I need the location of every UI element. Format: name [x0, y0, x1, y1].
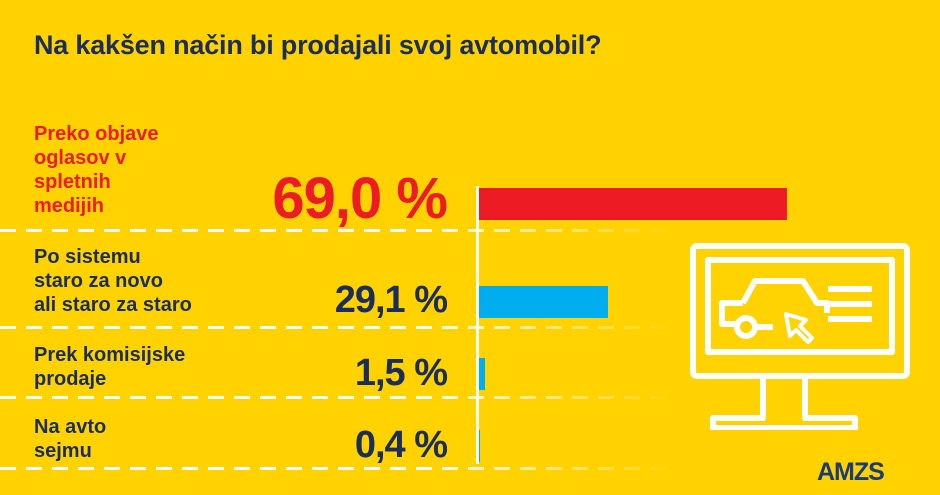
axis-line: [476, 186, 479, 464]
value-label: 0,4 %: [354, 424, 448, 466]
category-label-line: Preko objave: [34, 123, 159, 145]
category-label-line: spletnih: [34, 171, 111, 193]
category-label: Na avto sejmu: [34, 415, 106, 463]
category-label-line: Prek komisijske: [34, 344, 186, 366]
divider-dashed: [0, 467, 680, 470]
value-label: 29,1 %: [334, 279, 448, 321]
category-label-line: Po sistemu: [34, 246, 141, 268]
category-label-line: sejmu: [34, 440, 92, 462]
category-label-line: Na avto: [34, 416, 107, 438]
category-label-line: oglasov v: [34, 147, 127, 169]
value-label: 69,0 %: [272, 166, 448, 231]
category-label-line: ali staro za staro: [34, 294, 192, 316]
amzs-logo: AMZS: [817, 458, 885, 486]
computer-monitor-car-ad-icon: [690, 243, 910, 430]
chart-title: Na kakšen način bi prodajali svoj avtomo…: [34, 30, 602, 60]
divider-dashed: [0, 326, 680, 329]
bar: [478, 188, 787, 220]
category-label-line: staro za novo: [34, 270, 163, 292]
category-label: Preko objave oglasov v spletnih medijih: [34, 122, 159, 218]
value-label: 1,5 %: [354, 352, 448, 394]
category-label-line: prodaje: [34, 368, 107, 390]
category-label: Po sistemu staro za novo ali staro za star…: [34, 245, 192, 317]
category-label-line: medijih: [34, 195, 105, 217]
divider-dashed: [0, 396, 680, 399]
bar: [478, 430, 480, 462]
divider-dashed: [0, 229, 680, 232]
category-label: Prek komisijske prodaje: [34, 343, 185, 391]
bar: [478, 358, 485, 390]
bar: [478, 286, 609, 318]
